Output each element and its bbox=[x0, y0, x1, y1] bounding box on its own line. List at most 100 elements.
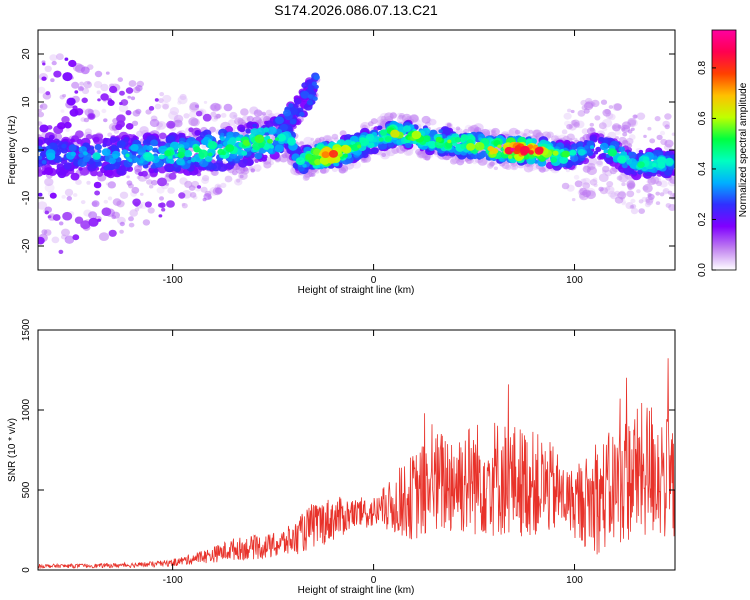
spectrogram-cell bbox=[561, 129, 568, 135]
spectrogram-cell bbox=[157, 177, 167, 187]
spectrogram-cell bbox=[492, 149, 498, 154]
spectrogram-cell bbox=[339, 130, 347, 137]
spectrogram-cell bbox=[194, 104, 199, 108]
spectrogram-cell bbox=[47, 215, 52, 219]
spectrogram-cell bbox=[50, 78, 55, 83]
spectrogram-cell bbox=[62, 94, 67, 98]
spectrogram-cell bbox=[577, 149, 586, 156]
spectrogram-cell bbox=[571, 198, 576, 202]
spectrogram-cell bbox=[254, 134, 265, 144]
spectrogram-cell bbox=[300, 90, 310, 99]
spectrogram-cell bbox=[523, 128, 531, 135]
spectrogram-cell bbox=[480, 150, 488, 158]
spectrogram-cell bbox=[552, 150, 559, 156]
colorbar-tick-label: 0.6 bbox=[697, 111, 708, 125]
spectrogram-cell bbox=[528, 129, 534, 134]
spectrogram-cell bbox=[236, 137, 241, 142]
spectrogram-cell bbox=[294, 98, 302, 105]
spectrogram-cell bbox=[42, 62, 46, 66]
spectrogram-cell bbox=[46, 152, 56, 161]
spectrogram-cell bbox=[94, 152, 101, 159]
spectrogram-cell bbox=[220, 182, 227, 189]
spectrogram-cell bbox=[41, 160, 47, 165]
spectrogram-cell bbox=[94, 70, 103, 78]
spectrogram-cell bbox=[43, 137, 51, 144]
spectrogram-cell bbox=[668, 204, 675, 211]
spectrogram-cell bbox=[665, 157, 674, 166]
spectrogram-cell bbox=[139, 126, 149, 135]
spectrogram-cell bbox=[135, 85, 143, 92]
spectrogram-cell bbox=[203, 100, 208, 104]
spectrogram-cell bbox=[664, 168, 673, 176]
spectrogram-cell bbox=[92, 136, 100, 143]
spectrogram-cell bbox=[79, 81, 84, 86]
spectrogram-cell bbox=[281, 153, 288, 159]
spectrogram-cell bbox=[82, 151, 88, 156]
spectrogram-cell bbox=[210, 102, 221, 112]
spectrogram-cell bbox=[61, 143, 67, 149]
spectrogram-cell bbox=[637, 161, 645, 168]
spectrogram-cell bbox=[632, 114, 638, 119]
spectrogram-cell bbox=[371, 147, 379, 154]
spectrogram-cell bbox=[90, 146, 95, 150]
spectrogram-cell bbox=[159, 92, 165, 97]
spectrogram-cell bbox=[669, 176, 675, 184]
spectrogram-cell bbox=[56, 163, 65, 171]
spectrogram-cell bbox=[204, 155, 213, 162]
spectrogram-cell bbox=[340, 146, 347, 151]
spectrogram-cell bbox=[72, 105, 78, 110]
spectrogram-cell bbox=[303, 136, 313, 146]
spectrogram-cell bbox=[329, 150, 338, 158]
spectrogram-cell bbox=[620, 124, 631, 133]
spectrogram-cell bbox=[179, 93, 187, 101]
spectrogram-cell bbox=[573, 174, 580, 180]
spectrogram-cell bbox=[659, 192, 665, 197]
spectrogram-cell bbox=[274, 137, 280, 141]
spectrogram-cell bbox=[74, 90, 79, 94]
spectrogram-cell bbox=[97, 218, 101, 222]
spectrogram-cell bbox=[60, 109, 65, 113]
spectrogram-cell bbox=[263, 161, 272, 169]
spectrogram-cell bbox=[196, 185, 202, 189]
spectrogram-cell bbox=[215, 113, 222, 119]
spectrogram-cell bbox=[589, 145, 595, 150]
spectrogram-cell bbox=[242, 139, 250, 146]
spectrogram-cell bbox=[550, 157, 558, 163]
spectrogram-cell bbox=[528, 150, 534, 155]
spectrogram-cell bbox=[321, 151, 330, 159]
spectrogram-cell bbox=[275, 116, 284, 125]
colorbar-tick-label: 0.8 bbox=[697, 61, 708, 75]
spectrogram-cell bbox=[490, 127, 500, 136]
spectrogram-cell bbox=[131, 120, 139, 127]
spectrogram-cell bbox=[454, 137, 462, 143]
spectrogram-cell bbox=[283, 109, 291, 117]
spectrogram-cell bbox=[250, 168, 256, 173]
spectrogram-cell bbox=[629, 169, 635, 175]
spectrogram-cell bbox=[217, 143, 223, 149]
snr-x-tick-label: 100 bbox=[566, 575, 583, 586]
spectrogram-x-tick-label: 0 bbox=[371, 275, 377, 286]
spectrogram-cell bbox=[190, 157, 197, 163]
snr-series-line bbox=[38, 358, 675, 570]
spectrogram-cell bbox=[523, 133, 527, 137]
spectrogram-cell bbox=[56, 53, 64, 61]
spectrogram-cell bbox=[287, 137, 296, 146]
spectrogram-cell bbox=[422, 135, 431, 143]
spectrogram-cell bbox=[421, 115, 431, 124]
spectrogram-cell bbox=[44, 65, 52, 73]
spectrogram-cell bbox=[263, 127, 270, 133]
spectrogram-cell bbox=[95, 161, 103, 167]
spectrogram-cell bbox=[579, 187, 588, 196]
spectrogram-cell bbox=[116, 140, 126, 149]
spectrogram-cell bbox=[166, 200, 175, 208]
spectrogram-cell bbox=[664, 124, 670, 130]
spectrogram-cell bbox=[507, 155, 513, 159]
spectrogram-cell bbox=[301, 82, 309, 89]
spectrogram-cell bbox=[188, 185, 196, 191]
spectrogram-cell bbox=[188, 111, 197, 118]
spectrogram-cell bbox=[139, 160, 144, 164]
spectrogram-cell bbox=[169, 107, 180, 116]
spectrogram-cell bbox=[445, 141, 453, 148]
spectrogram-cell bbox=[573, 121, 580, 128]
